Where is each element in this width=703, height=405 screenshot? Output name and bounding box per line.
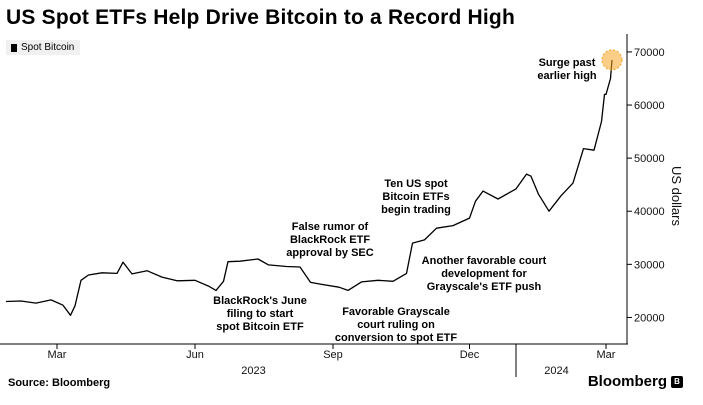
y-tick-label: 60000 (634, 100, 665, 112)
legend-swatch (11, 43, 17, 52)
bloomberg-logo: Bloomberg B (588, 373, 683, 390)
y-tick-label: 40000 (634, 206, 665, 218)
y-tick-label: 50000 (634, 153, 665, 165)
chart-title: US Spot ETFs Help Drive Bitcoin to a Rec… (6, 6, 515, 29)
record-high-marker (601, 49, 623, 71)
year-label: 2024 (544, 365, 568, 377)
annotation-5: Another favorable court development for Gr… (422, 255, 547, 293)
x-tick-label: Jun (186, 349, 204, 361)
legend: Spot Bitcoin (6, 40, 81, 55)
x-tick-label: Mar (48, 349, 67, 361)
series-line-spot-bitcoin (5, 59, 613, 316)
annotation-1: BlackRock's June filing to start spot Bitc… (213, 295, 307, 333)
annotation-2: False rumor of BlackRock ETF approval by S… (286, 221, 373, 259)
annotation-4: Ten US spot Bitcoin ETFs begin trading (381, 178, 451, 216)
y-tick-label: 30000 (634, 259, 665, 271)
year-label: 2023 (241, 365, 265, 377)
brand-name: Bloomberg (587, 373, 667, 390)
source-note: Source: Bloomberg (8, 377, 111, 389)
y-tick-label: 20000 (634, 312, 665, 324)
bloomberg-badge-icon: B (671, 375, 683, 388)
x-tick-label: Mar (597, 349, 616, 361)
legend-label: Spot Bitcoin (21, 42, 75, 53)
x-tick-label: Sep (323, 349, 343, 361)
annotation-3: Favorable Grayscale court ruling on conver… (335, 306, 458, 344)
annotation-6: Surge past earlier high (537, 57, 597, 82)
y-axis-label: US dollars (669, 166, 684, 226)
x-tick-label: Dec (460, 349, 480, 361)
y-tick-label: 70000 (634, 47, 665, 59)
